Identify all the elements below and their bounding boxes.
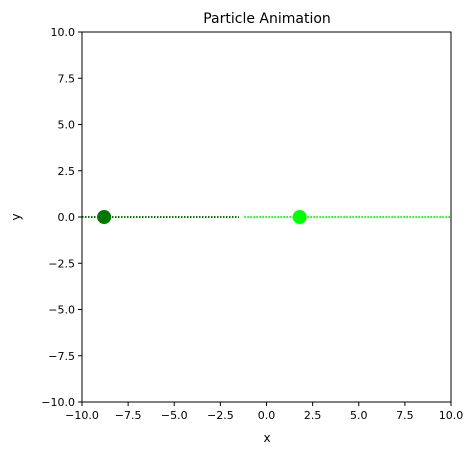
y-tick-label: 7.5	[58, 72, 76, 85]
x-tick-label: 2.5	[304, 409, 322, 422]
x-tick-label: 10.0	[439, 409, 464, 422]
x-axis-label: x	[263, 431, 270, 445]
chart-title: Particle Animation	[203, 11, 331, 27]
x-tick-label: 0.0	[258, 409, 276, 422]
y-axis-ticks: 10.0 7.5 5.0 2.5 0.0 −2.5 −5.0 −7.5 −10.0	[41, 26, 82, 409]
x-tick-label: −7.5	[115, 409, 142, 422]
y-tick-label: −5.0	[48, 304, 75, 317]
y-tick-label: −10.0	[41, 396, 75, 409]
x-tick-label: −5.0	[161, 409, 188, 422]
y-tick-label: −2.5	[48, 257, 75, 270]
y-tick-label: 5.0	[58, 119, 76, 132]
y-tick-label: 0.0	[58, 211, 76, 224]
x-axis-ticks: −10.0 −7.5 −5.0 −2.5 0.0 2.5 5.0 7.5 10.0	[65, 402, 463, 422]
particle-2	[292, 210, 307, 224]
y-tick-label: 2.5	[58, 165, 76, 178]
particle-1	[97, 210, 112, 224]
x-tick-label: −10.0	[65, 409, 99, 422]
x-tick-label: 5.0	[350, 409, 368, 422]
y-tick-label: 10.0	[51, 26, 76, 39]
x-tick-label: 7.5	[396, 409, 414, 422]
plot-area	[82, 210, 451, 224]
y-tick-label: −7.5	[48, 350, 75, 363]
y-axis-label: y	[9, 213, 23, 220]
x-tick-label: −2.5	[207, 409, 234, 422]
